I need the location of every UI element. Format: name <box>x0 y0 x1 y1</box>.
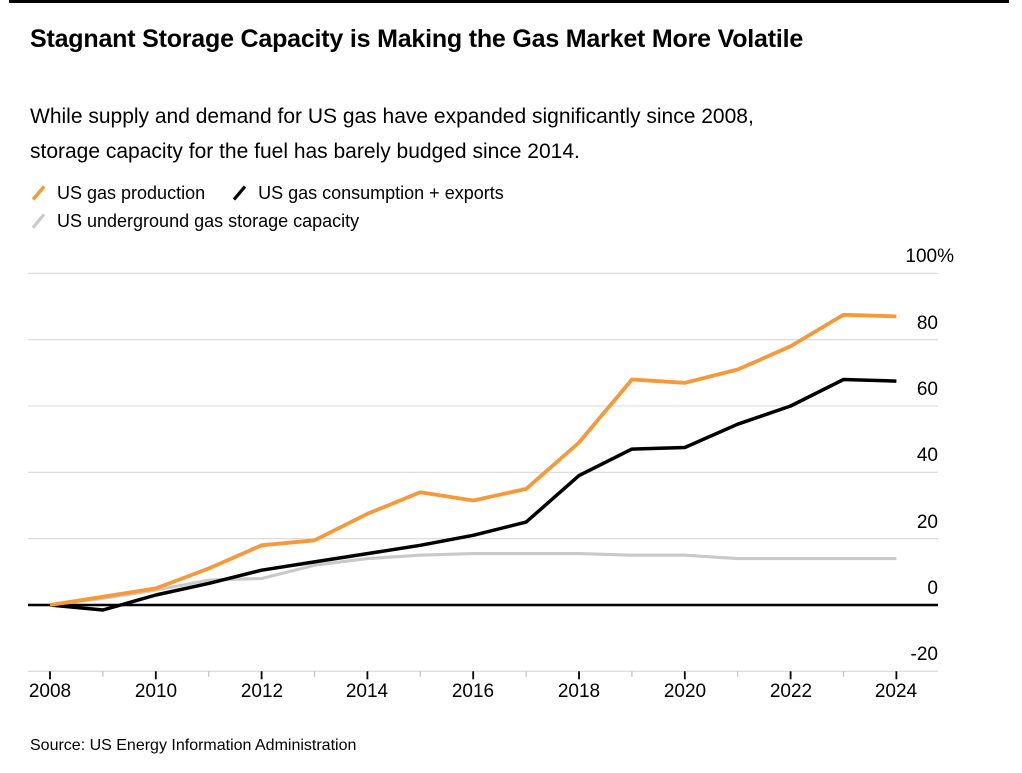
legend-item-production: US gas production <box>30 180 205 206</box>
consumption-slash-icon <box>232 185 247 201</box>
series-line <box>49 377 897 612</box>
legend-label: US underground gas storage capacity <box>57 210 360 231</box>
top-rule <box>9 0 1009 3</box>
chart-legend: US gas production US gas consumption + e… <box>30 180 730 234</box>
series-line <box>49 552 897 607</box>
legend-label: US gas production <box>57 182 206 203</box>
legend-item-consumption-exports: US gas consumption + exports <box>231 180 504 206</box>
page-title: Stagnant Storage Capacity is Making the … <box>30 25 804 53</box>
source-note: Source: US Energy Information Administra… <box>30 737 357 754</box>
series-line <box>49 312 897 607</box>
production-slash-icon <box>31 185 46 201</box>
storage-slash-icon <box>31 213 46 229</box>
legend-label: US gas consumption + exports <box>258 182 504 203</box>
chart-subtitle: While supply and demand for US gas have … <box>30 105 754 163</box>
legend-item-storage-capacity: US underground gas storage capacity <box>30 208 359 234</box>
